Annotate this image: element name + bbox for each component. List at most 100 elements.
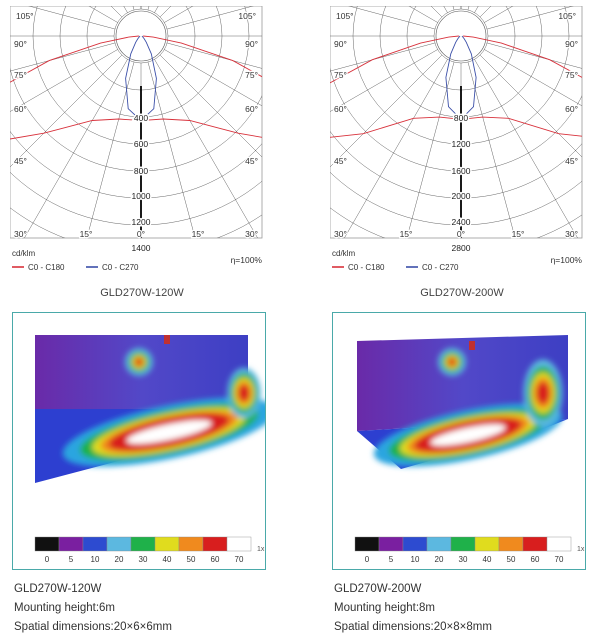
legend-color-cell [154,536,180,552]
legend-label-2: C0 - C270 [422,263,459,272]
radial-tick-label: 2000 [452,191,471,201]
lamp-icon [469,341,475,350]
polar-panel-1: 400 600 800 1000 1200 1400 105° 105° 90° 90° 75° 75… [10,6,272,276]
angle-label: 0° [137,229,145,239]
angle-label: 45° [14,156,27,166]
series-line-2 [125,35,157,122]
polar-grid-spoke [487,6,574,30]
polar-grid-spoke [474,59,578,238]
unit-label: cd/klm [12,249,35,258]
info-block-2: GLD270W-200W Mounting height:8m Spatial … [334,580,492,637]
radial-tick-label: 400 [134,113,148,123]
scale-label: 1x [577,546,585,553]
polar-grid-spoke [484,49,582,107]
model-name-2: GLD270W-200W [334,583,422,595]
scale-label: 1x [257,546,265,553]
angle-label: 45° [565,156,578,166]
polar-chart-1: 400 600 800 1000 1200 1400 105° 105° 90° 90° 75° 75… [10,6,262,272]
legend-color-cell [226,536,252,552]
legend-color-cell [34,536,60,552]
legend-tick-label: 0 [365,555,370,564]
angle-label: 90° [245,39,258,49]
spatial-dimensions-1: Spatial dimensions:20×6×6mm [14,621,172,633]
info-block-1: GLD270W-120W Mounting height:6m Spatial … [14,580,172,637]
radial-tick-label: 1200 [132,217,151,227]
heatmap-panel-1: 0 5 10 20 30 40 50 60 70 1x [12,312,276,570]
mounting-height-2: Mounting height:8m [334,602,436,614]
legend-color-cell [106,536,132,552]
polar-grid-spoke [330,54,443,168]
side-spot-layer [238,384,250,402]
angle-label: 45° [334,156,347,166]
angle-label: 75° [245,70,258,80]
angle-label: 90° [565,39,578,49]
mounting-height-1: Mounting height:6m [14,602,116,614]
radial-tick-label: 1000 [132,191,151,201]
legend-tick-label: 50 [507,555,516,564]
angle-label: 90° [14,39,27,49]
legend-color-cell [474,536,500,552]
polar-grid-spoke [348,6,435,30]
legend-label-1: C0 - C180 [348,263,385,272]
legend-color-cell [178,536,204,552]
angle-label: 105° [336,11,354,21]
radial-tick-label: 1400 [132,243,151,253]
efficiency-label: η=100% [551,255,583,265]
polar-hub [435,10,487,62]
polar-grid-spoke [167,6,254,30]
polar-grid-spoke [479,54,582,158]
radial-tick-label: 1200 [452,139,471,149]
legend-tick-label: 60 [211,555,220,564]
legend-tick-label: 30 [459,555,468,564]
angle-label: 30° [565,229,578,239]
legend-tick-label: 50 [187,555,196,564]
legend-label-2: C0 - C270 [102,263,139,272]
heatmap-panel-2: 0 5 10 20 30 40 50 60 70 1x [332,312,586,570]
lamp-icon [164,335,170,344]
light-distribution [62,348,276,467]
polar-grid-spoke [10,49,118,112]
heatmap-1: 0 5 10 20 30 40 50 60 70 1x [34,335,276,564]
legend-color-cell [426,536,452,552]
legend-tick-label: 70 [235,555,244,564]
legend-tick-label: 10 [411,555,420,564]
legend-tick-label: 70 [555,555,564,564]
angle-label: 30° [14,229,27,239]
angle-label: 15° [192,229,205,239]
floor-glow-layer [126,420,212,444]
legend-tick-label: 20 [115,555,124,564]
legend-color-cell [402,536,428,552]
legend-color-cell [378,536,404,552]
polar-grid-spoke [164,49,262,107]
angle-label: 60° [245,104,258,114]
legend-tick-label: 30 [139,555,148,564]
angle-label: 105° [558,11,576,21]
legend-color-cell [450,536,476,552]
angle-label: 60° [334,104,347,114]
model-name-1: GLD270W-120W [14,583,102,595]
angle-label: 75° [565,70,578,80]
legend-tick-label: 40 [163,555,172,564]
legend-color-cell [202,536,228,552]
polar-grid-spoke [330,49,438,112]
radial-tick-label: 2400 [452,217,471,227]
angle-label: 15° [400,229,413,239]
floor-glow-layer [430,424,506,446]
polar-panel-2: 800 1200 1600 2000 2400 2800 105° 105° 90° 90° 75°… [330,6,592,276]
light-distribution [373,348,563,467]
radial-tick-label: 1600 [452,166,471,176]
polar-grid-spoke [154,59,258,238]
angle-label: 90° [334,39,347,49]
polar-grid-spoke [10,54,123,168]
radial-tick-label: 600 [134,139,148,149]
angle-label: 105° [238,11,256,21]
legend-tick-label: 60 [531,555,540,564]
angle-label: 105° [16,11,34,21]
legend-tick-label: 5 [389,555,394,564]
wall-spot-layer [448,358,456,366]
legend-color-cell [498,536,524,552]
polar-grid-spoke [147,62,196,238]
angle-label: 30° [334,229,347,239]
angle-label: 30° [245,229,258,239]
legend-color-cell [522,536,548,552]
